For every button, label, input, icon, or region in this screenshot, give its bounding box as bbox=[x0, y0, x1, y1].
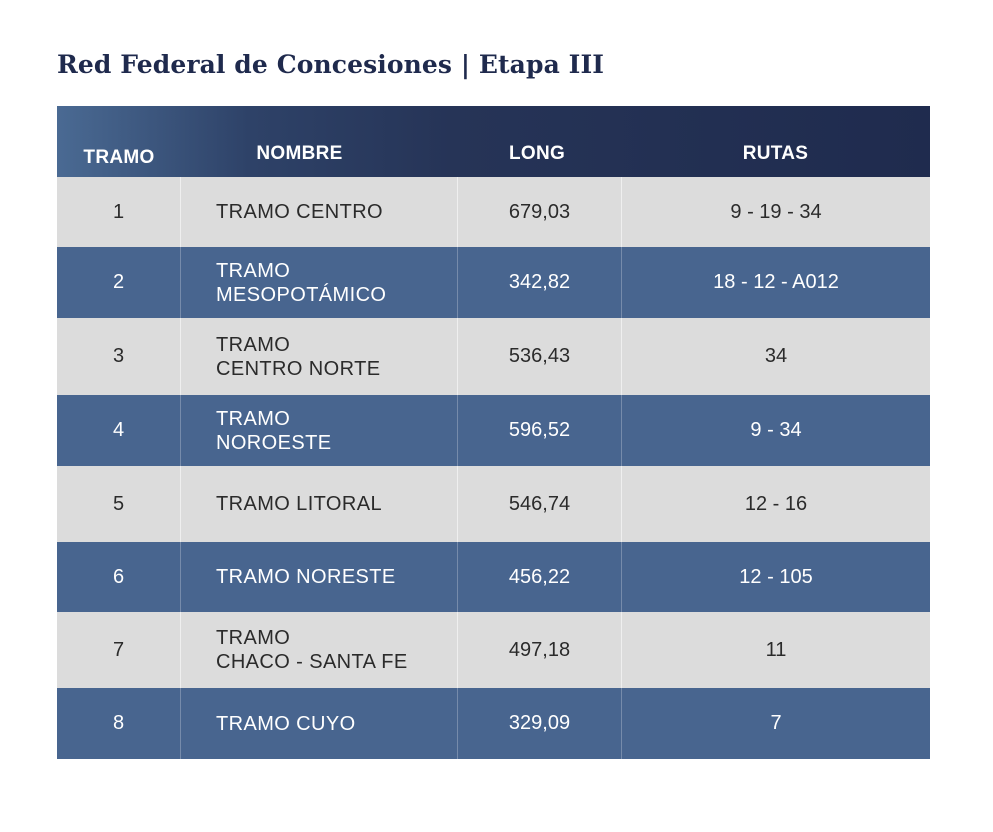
nombre-line: TRAMO CUYO bbox=[216, 712, 356, 735]
header-nombre: NOMBRE bbox=[256, 143, 343, 164]
nombre-line: CENTRO NORTE bbox=[216, 357, 381, 380]
cell-rutas: 12 - 105 bbox=[621, 542, 930, 612]
nombre-line: MESOPOTÁMICO bbox=[216, 283, 387, 306]
cell-rutas: 9 - 19 - 34 bbox=[621, 177, 930, 247]
cell-rutas: 9 - 34 bbox=[621, 395, 930, 466]
nombre-line: TRAMO CENTRO bbox=[216, 201, 384, 223]
cell-nombre: TRAMO MESOPOTÁMICO bbox=[180, 247, 457, 318]
cell-rutas: 34 bbox=[621, 318, 930, 395]
cell-tramo-number: 8 bbox=[112, 712, 125, 734]
cell-nombre: TRAMO LITORAL bbox=[180, 466, 457, 542]
cell-long: 596,52 bbox=[457, 395, 621, 466]
nombre-line: TRAMO bbox=[216, 627, 291, 649]
cell-rutas: 11 bbox=[621, 612, 930, 688]
nombre-line: TRAMO bbox=[216, 407, 291, 430]
cell-nombre: TRAMO NORESTE bbox=[180, 542, 457, 612]
cell-nombre: TRAMO NOROESTE bbox=[180, 395, 457, 466]
cell-long: 679,03 bbox=[457, 177, 621, 247]
nombre-line: TRAMO bbox=[216, 259, 291, 282]
page-title: Red Federal de Concesiones | Etapa III bbox=[57, 50, 605, 79]
concessions-table: TRAMO NOMBRE LONG RUTAS 1 TRAMO CENTRO 6… bbox=[57, 106, 930, 759]
table-header: TRAMO NOMBRE LONG RUTAS bbox=[57, 106, 930, 177]
cell-tramo-number: 5 bbox=[112, 492, 125, 515]
table-row: 4 TRAMO NOROESTE 596,52 9 - 34 bbox=[57, 395, 930, 466]
cell-rutas: 12 - 16 bbox=[621, 466, 930, 542]
nombre-line: TRAMO NORESTE bbox=[216, 566, 396, 588]
cell-tramo-number: 2 bbox=[112, 271, 125, 293]
cell-rutas: 7 bbox=[621, 688, 930, 759]
cell-tramo-number: 6 bbox=[112, 565, 125, 588]
header-tramo: TRAMO bbox=[83, 147, 155, 168]
cell-nombre: TRAMO CHACO - SANTA FE bbox=[180, 612, 457, 688]
nombre-line: CHACO - SANTA FE bbox=[216, 651, 408, 673]
header-long: LONG bbox=[508, 143, 566, 164]
table-row: 6 TRAMO NORESTE 456,22 12 - 105 bbox=[57, 542, 930, 612]
cell-long: 329,09 bbox=[457, 688, 621, 759]
table-row: 5 TRAMO LITORAL 546,74 12 - 16 bbox=[57, 466, 930, 542]
cell-tramo-number: 4 bbox=[112, 419, 125, 441]
cell-long: 497,18 bbox=[457, 612, 621, 688]
header-rutas: RUTAS bbox=[742, 143, 809, 164]
cell-nombre: TRAMO CENTRO NORTE bbox=[180, 318, 457, 395]
nombre-line: TRAMO bbox=[216, 333, 291, 356]
cell-tramo-number: 3 bbox=[112, 345, 125, 367]
cell-rutas: 18 - 12 - A012 bbox=[621, 247, 930, 318]
nombre-line: NOROESTE bbox=[216, 431, 332, 454]
table-row: 8 TRAMO CUYO 329,09 7 bbox=[57, 688, 930, 759]
table-row: 1 TRAMO CENTRO 679,03 9 - 19 - 34 bbox=[57, 177, 930, 247]
cell-nombre: TRAMO CUYO bbox=[180, 688, 457, 759]
table-row: 2 TRAMO MESOPOTÁMICO 342,82 18 - 12 - A01… bbox=[57, 247, 930, 318]
table-row: 7 TRAMO CHACO - SANTA FE 497,18 11 bbox=[57, 612, 930, 688]
cell-long: 546,74 bbox=[457, 466, 621, 542]
cell-long: 342,82 bbox=[457, 247, 621, 318]
cell-long: 536,43 bbox=[457, 318, 621, 395]
cell-long: 456,22 bbox=[457, 542, 621, 612]
cell-tramo-number: 1 bbox=[112, 200, 125, 223]
cell-nombre: TRAMO CENTRO bbox=[180, 177, 457, 247]
nombre-line: TRAMO LITORAL bbox=[216, 493, 382, 515]
cell-tramo-number: 7 bbox=[112, 638, 125, 661]
table-row: 3 TRAMO CENTRO NORTE 536,43 34 bbox=[57, 318, 930, 395]
